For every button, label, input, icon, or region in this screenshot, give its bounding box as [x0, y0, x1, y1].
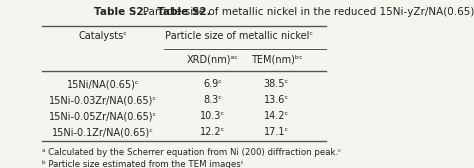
Text: 15Ni/NA(0.65)ᶜ: 15Ni/NA(0.65)ᶜ	[66, 79, 139, 89]
Text: TEM(nm)ᵇᶜ: TEM(nm)ᵇᶜ	[251, 54, 302, 65]
Text: 14.2ᶜ: 14.2ᶜ	[264, 111, 289, 121]
Text: 6.9ᶜ: 6.9ᶜ	[203, 79, 222, 89]
Text: 15Ni-0.05Zr/NA(0.65)ᶜ: 15Ni-0.05Zr/NA(0.65)ᶜ	[49, 111, 157, 121]
Text: Particle size of metallic nickelᶜ: Particle size of metallic nickelᶜ	[165, 31, 313, 41]
Text: 15Ni-0.1Zr/NA(0.65)ᶜ: 15Ni-0.1Zr/NA(0.65)ᶜ	[52, 127, 154, 137]
Text: Table S2.: Table S2.	[157, 7, 210, 17]
Text: 17.1ᶜ: 17.1ᶜ	[264, 127, 289, 137]
Text: XRD(nm)ᵃᶜ: XRD(nm)ᵃᶜ	[187, 54, 239, 65]
Text: ᵇ Particle size estimated from the TEM imagesᶜ: ᵇ Particle size estimated from the TEM i…	[42, 159, 244, 168]
Text: Table S2.: Table S2.	[94, 7, 148, 17]
Text: Particle size of metallic nickel in the reduced 15Ni-​yZr/NA(0.65) catalysts.ᵃᶜ: Particle size of metallic nickel in the …	[94, 7, 474, 17]
Text: Table S2. Particle size of metallic nickel in the reduced 15Ni-​yZr/NA(0.65) cat: Table S2. Particle size of metallic nick…	[0, 7, 405, 17]
Text: 8.3ᶜ: 8.3ᶜ	[203, 95, 222, 105]
Text: 10.3ᶜ: 10.3ᶜ	[200, 111, 225, 121]
Text: 12.2ᶜ: 12.2ᶜ	[200, 127, 225, 137]
Text: Catalystsᶜ: Catalystsᶜ	[78, 31, 128, 41]
Text: 13.6ᶜ: 13.6ᶜ	[264, 95, 289, 105]
Text: 15Ni-0.03Zr/NA(0.65)ᶜ: 15Ni-0.03Zr/NA(0.65)ᶜ	[49, 95, 157, 105]
Text: 38.5ᶜ: 38.5ᶜ	[264, 79, 289, 89]
Text: ᵃ Calculated by the Scherrer equation from Ni (200) diffraction peak.ᶜ: ᵃ Calculated by the Scherrer equation fr…	[42, 148, 341, 157]
